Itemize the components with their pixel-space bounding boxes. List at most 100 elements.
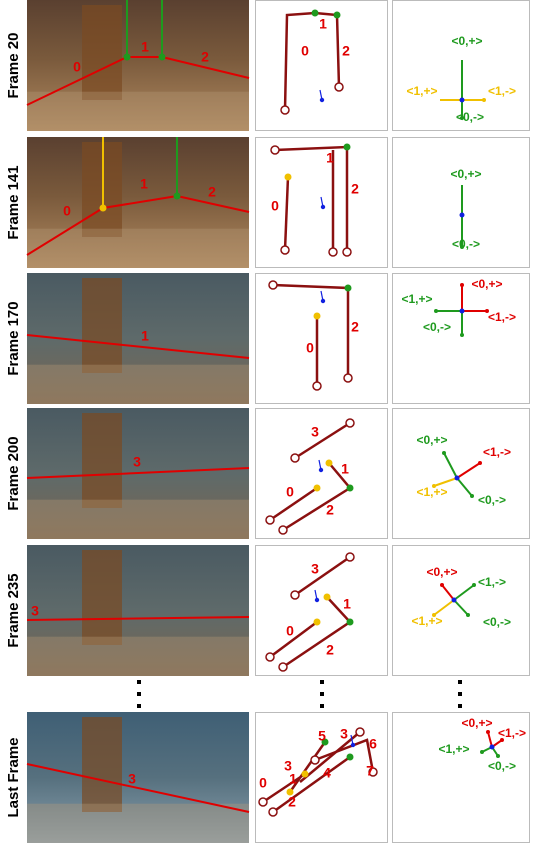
direction-arrow <box>487 731 493 748</box>
wall-end <box>268 280 278 290</box>
wall-end <box>345 418 355 428</box>
camera <box>459 308 465 314</box>
wall-segment <box>269 620 318 659</box>
wall-segment <box>314 738 375 773</box>
wall-id: 3 <box>133 454 141 470</box>
wall-end <box>278 662 288 672</box>
wall-line <box>26 763 250 813</box>
arrow-tip <box>496 754 500 758</box>
corner-point <box>313 312 321 320</box>
map-panel: 02 <box>255 273 388 404</box>
direction-label: <1,-> <box>478 575 506 589</box>
direction-label: <0,-> <box>456 110 484 124</box>
wall-line <box>161 56 250 79</box>
wall-line <box>26 467 250 479</box>
wall-end <box>268 807 278 817</box>
direction-panel: <0,+> <1,-> <1,+> <0,-> <box>392 712 530 843</box>
direction-arrow <box>456 462 481 479</box>
direction-arrow <box>433 477 458 487</box>
direction-label: <0,+> <box>426 565 457 579</box>
panel-border <box>255 408 388 539</box>
wall-id: 1 <box>341 461 349 477</box>
direction-panel: <0,+> <1,-> <1,+> <0,-> <box>392 545 530 676</box>
wall-id: 3 <box>311 424 319 440</box>
direction-label: <1,+> <box>401 292 432 306</box>
wall-id: 2 <box>326 642 334 658</box>
wall-id: 5 <box>318 728 326 744</box>
corner-point <box>346 753 354 761</box>
direction-label: <1,+> <box>406 84 437 98</box>
photo-panel: 3 <box>26 545 250 676</box>
wall-end <box>328 247 338 257</box>
photo-panel: 0 1 2 <box>26 137 250 268</box>
direction-label: <0,-> <box>488 759 516 773</box>
wall-segment <box>283 176 290 251</box>
direction-label: <0,-> <box>423 320 451 334</box>
arrow-tip <box>460 116 464 120</box>
wall-id: 2 <box>201 49 209 65</box>
direction-panel: <0,+> <1,-> <1,+> <0,-> <box>392 408 530 539</box>
row-label: Frame 200 <box>5 436 22 510</box>
corner-point <box>284 173 292 181</box>
map-panel: 3 1 0 2 <box>255 408 388 539</box>
wall-end <box>265 515 275 525</box>
photo <box>27 0 249 131</box>
row-label: Last Frame <box>5 737 22 817</box>
floor <box>27 803 249 843</box>
arrow-tip <box>460 283 464 287</box>
camera <box>489 744 495 750</box>
wall-end <box>258 797 268 807</box>
arrow-tip <box>478 461 482 465</box>
direction-label: <1,-> <box>488 310 516 324</box>
door <box>82 278 122 373</box>
row-label: Frame 235 <box>5 573 22 647</box>
corner-point <box>346 618 354 626</box>
wall-id: 7 <box>366 763 374 779</box>
panel-border <box>392 712 530 843</box>
corner-point <box>123 53 131 61</box>
wall-id: 0 <box>286 484 294 500</box>
arrow-tip <box>432 484 436 488</box>
wall-line <box>176 195 250 213</box>
floor <box>27 364 249 404</box>
wall-id: 2 <box>288 794 296 810</box>
wall-id: 0 <box>301 43 309 59</box>
corner-point <box>325 459 333 467</box>
camera <box>314 597 320 603</box>
wall-id: 3 <box>340 726 348 742</box>
corner-point <box>343 143 351 151</box>
wall-line <box>26 334 250 359</box>
wall-end <box>290 453 300 463</box>
wall-id: 1 <box>141 39 149 55</box>
arrow-tip <box>470 494 474 498</box>
arrow-tip <box>434 309 438 313</box>
wall-id: 1 <box>289 771 297 787</box>
corner-point <box>344 284 352 292</box>
wall-end <box>265 652 275 662</box>
corner-point <box>323 593 331 601</box>
wall-end <box>342 247 352 257</box>
corner-point <box>346 484 354 492</box>
photo-panel: 3 <box>26 712 250 843</box>
photo-panel: 1 <box>26 273 250 404</box>
wall-id: 0 <box>63 203 71 219</box>
direction-label: <0,-> <box>483 615 511 629</box>
wall-segment <box>272 755 351 814</box>
wall-end <box>343 373 353 383</box>
wall-id: 3 <box>311 561 319 577</box>
corner-point <box>321 738 329 746</box>
wall-id: 0 <box>271 198 279 214</box>
direction-arrow <box>456 477 473 497</box>
wall-line <box>26 207 104 256</box>
camera <box>320 204 326 210</box>
wall-line <box>26 56 128 106</box>
wall-line <box>102 195 178 209</box>
direction-label: <0,+> <box>461 716 492 730</box>
direction-arrow <box>453 599 469 616</box>
wall-id: 3 <box>31 603 39 619</box>
direction-arrow <box>441 584 455 601</box>
photo-panel: 0 1 2 <box>26 0 250 131</box>
wall-id: 1 <box>319 16 327 32</box>
panel-border <box>392 408 530 539</box>
